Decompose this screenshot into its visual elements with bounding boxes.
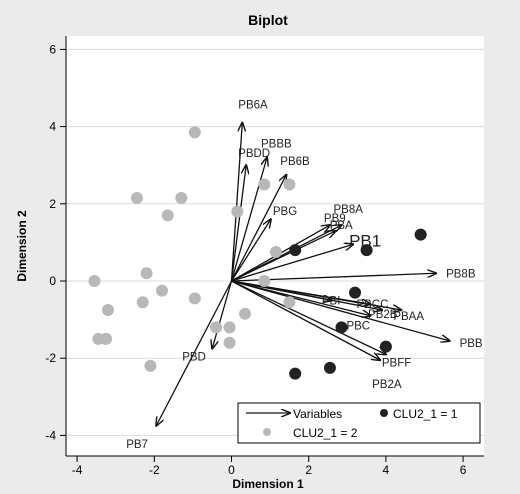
variable-arrow-pb2a: [231, 280, 381, 360]
y-tick-label: -2: [45, 351, 56, 365]
x-tick-label: 2: [305, 463, 312, 477]
observation-point-cluster1: [414, 228, 427, 241]
observation-point-cluster1: [289, 244, 302, 257]
legend-label-cluster1: CLU2_1 = 1: [393, 407, 458, 421]
variable-arrow-pbff: [231, 280, 386, 354]
variable-label-pb9: PB9: [324, 213, 346, 225]
variable-arrow-pb1: [231, 244, 354, 282]
variable-label-pb2b: PB2B: [368, 309, 398, 321]
observation-point-cluster2: [101, 303, 114, 316]
legend-box: [237, 402, 481, 444]
variable-arrow-pba: [231, 231, 336, 282]
x-tick-label: -2: [149, 463, 160, 477]
observation-point-cluster2: [88, 275, 101, 287]
chart-title: Biplot: [248, 12, 288, 28]
observation-point-cluster2: [188, 292, 201, 305]
variable-label-pbi: PBI: [322, 295, 341, 307]
legend-label-cluster2: CLU2_1 = 2: [293, 426, 358, 440]
variable-arrow-pbaa: [231, 280, 402, 310]
observation-point-cluster2: [161, 209, 174, 222]
variable-arrow-pb7: [156, 280, 233, 426]
observation-point-cluster2: [188, 126, 201, 139]
variable-arrow-pb6a: [230, 123, 243, 282]
variable-label-pbff: PBFF: [382, 357, 411, 369]
legend: Variables CLU2_1 = 1 CLU2_1 = 2: [237, 402, 481, 444]
observation-point-cluster1: [323, 361, 336, 374]
observation-point-cluster1: [360, 244, 373, 257]
observation-point-cluster2: [156, 284, 169, 297]
variable-label-pbd: PBD: [182, 352, 206, 364]
y-tick-label: 2: [49, 197, 56, 211]
x-tick-label: 0: [228, 463, 235, 477]
variable-label-pbg: PBG: [273, 206, 297, 218]
variable-arrows: [156, 123, 449, 426]
observation-point-cluster1: [349, 286, 362, 299]
observation-point-cluster2: [283, 178, 296, 191]
axis-ticks: -4 -2 0 2 4 6 -4 -2 0 2 4 6: [45, 42, 466, 477]
observation-point-cluster2: [100, 332, 113, 345]
observation-point-cluster2: [130, 192, 143, 205]
observation-point-cluster2: [223, 336, 236, 349]
x-tick-label: -4: [72, 463, 83, 477]
variable-label-pb8b: PB8B: [446, 268, 476, 280]
observation-point-cluster2: [175, 192, 188, 205]
variable-label-pbdd: PBDD: [238, 148, 270, 160]
variable-label-pbc: PBC: [346, 321, 370, 333]
variable-label-pb1: PB1: [349, 231, 381, 250]
observation-point-cluster2: [223, 321, 236, 334]
variable-label-pbb: PBB: [460, 338, 483, 350]
variable-label-pbaa: PBAA: [393, 311, 424, 323]
observation-point-cluster2: [210, 321, 223, 334]
legend-dark-dot: [380, 409, 388, 417]
variable-label-pbbb: PBBB: [261, 138, 292, 150]
variable-label-pb2a: PB2A: [372, 379, 402, 391]
observation-point-cluster2: [269, 246, 282, 259]
variable-arrow-pb6b: [230, 175, 287, 282]
variable-label-pb7: PB7: [126, 439, 148, 451]
variable-label-pb6a: PB6A: [238, 100, 268, 112]
observation-point-cluster2: [140, 267, 153, 280]
observation-point-cluster2: [283, 296, 296, 309]
observation-point-cluster1: [335, 321, 348, 334]
plot-area: [66, 36, 484, 456]
variable-arrow-pbbb: [230, 157, 268, 282]
y-axis-title: Dimension 2: [15, 210, 29, 282]
variable-arrow-pbdd: [230, 165, 247, 282]
observation-point-cluster2: [136, 296, 149, 309]
observation-point-cluster2: [239, 307, 252, 320]
x-axis-title: Dimension 1: [232, 477, 304, 491]
legend-label-variables: Variables: [293, 407, 342, 421]
variable-arrow-pbb: [231, 280, 450, 341]
variable-arrow-pbg: [230, 219, 271, 282]
legend-light-dot: [263, 428, 271, 436]
observation-point-cluster2: [231, 205, 244, 218]
y-tick-label: 0: [49, 274, 56, 288]
observation-point-cluster1: [289, 367, 302, 380]
y-tick-label: 6: [49, 42, 56, 56]
variable-label-pba: PBA: [330, 220, 353, 232]
variable-label-pb8a: PB8A: [334, 204, 364, 216]
variable-label-pbcc: PBCC: [356, 299, 388, 311]
x-tick-label: 6: [460, 463, 467, 477]
observation-point-cluster1: [379, 340, 392, 353]
x-tick-label: 4: [383, 463, 390, 477]
observation-point-cluster2: [258, 178, 271, 191]
variable-label-pb6b: PB6B: [280, 156, 310, 168]
y-tick-label: 4: [49, 120, 56, 134]
observation-points: [88, 126, 427, 380]
variable-arrow-pbd: [212, 280, 233, 349]
observation-point-cluster2: [144, 359, 157, 372]
observation-point-cluster2: [258, 275, 271, 287]
y-tick-label: -4: [45, 428, 56, 442]
